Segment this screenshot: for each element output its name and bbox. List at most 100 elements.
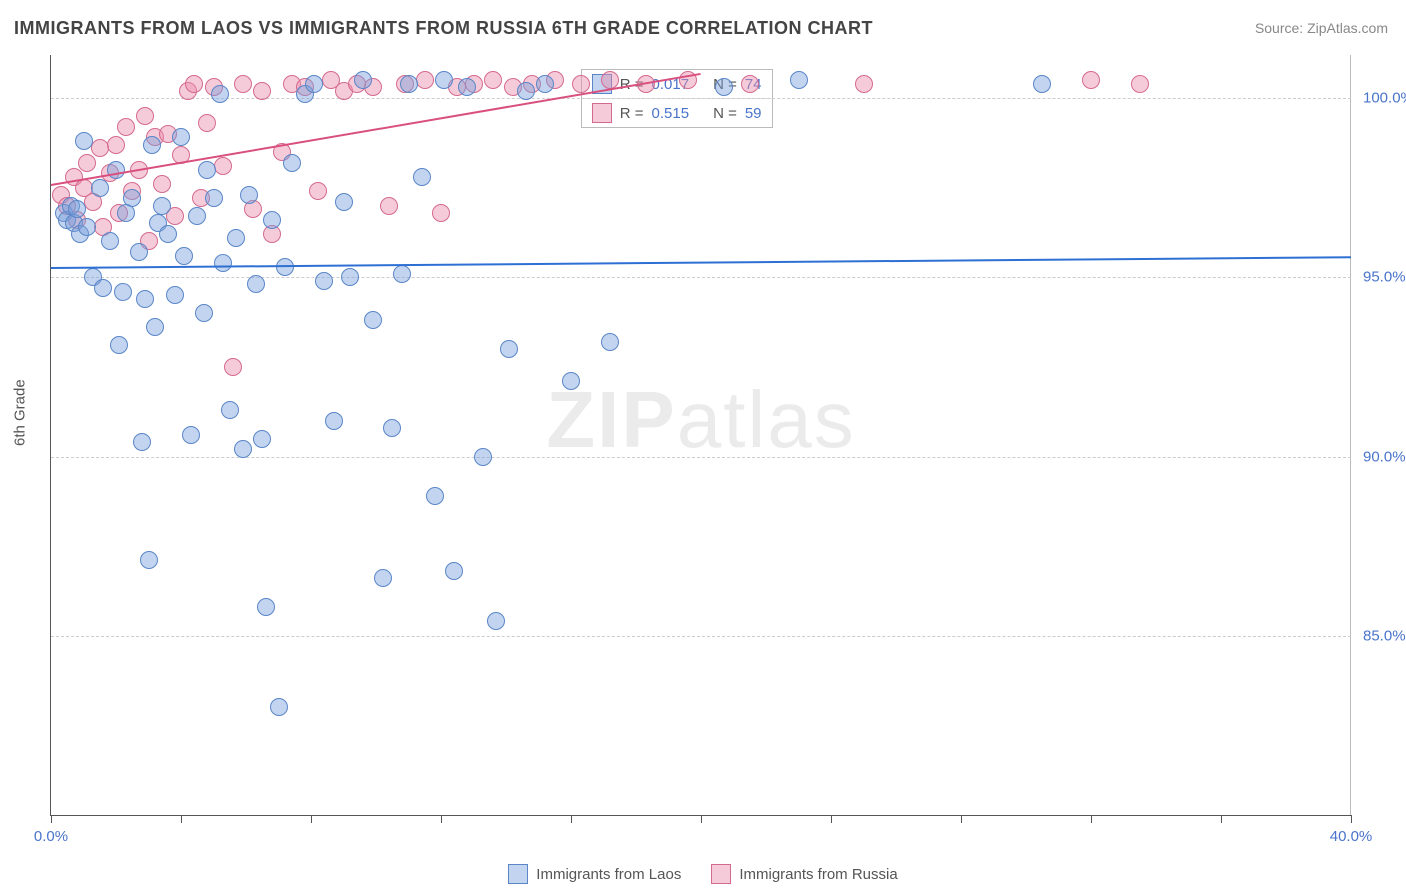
- scatter-point-laos: [500, 340, 518, 358]
- gridline: [51, 277, 1351, 278]
- legend-label-russia: Immigrants from Russia: [739, 866, 897, 883]
- scatter-point-laos: [205, 189, 223, 207]
- y-axis-label: 6th Grade: [12, 379, 29, 446]
- scatter-point-russia: [117, 118, 135, 136]
- scatter-point-laos: [487, 612, 505, 630]
- x-tick: [701, 815, 702, 823]
- scatter-point-laos: [562, 372, 580, 390]
- x-tick: [1351, 815, 1352, 823]
- gridline: [51, 636, 1351, 637]
- scatter-point-laos: [234, 440, 252, 458]
- scatter-point-russia: [91, 139, 109, 157]
- scatter-point-laos: [146, 318, 164, 336]
- stats-r-label: R =: [620, 105, 644, 122]
- chart-title: IMMIGRANTS FROM LAOS VS IMMIGRANTS FROM …: [14, 18, 873, 39]
- legend-swatch-russia: [711, 864, 731, 884]
- scatter-point-laos: [426, 487, 444, 505]
- trend-line-laos: [51, 256, 1351, 269]
- source-label: Source:: [1255, 20, 1303, 36]
- scatter-point-laos: [393, 265, 411, 283]
- scatter-point-laos: [175, 247, 193, 265]
- y-tick-label: 90.0%: [1355, 448, 1406, 465]
- plot-right-border: [1350, 55, 1351, 815]
- scatter-point-russia: [741, 75, 759, 93]
- scatter-point-laos: [374, 569, 392, 587]
- scatter-point-laos: [240, 186, 258, 204]
- scatter-point-laos: [253, 430, 271, 448]
- legend-item-russia: Immigrants from Russia: [711, 864, 897, 884]
- scatter-point-laos: [270, 698, 288, 716]
- source-link[interactable]: ZipAtlas.com: [1307, 20, 1388, 36]
- y-tick-label: 100.0%: [1355, 90, 1406, 107]
- scatter-point-laos: [715, 78, 733, 96]
- scatter-point-laos: [263, 211, 281, 229]
- scatter-point-laos: [91, 179, 109, 197]
- scatter-point-laos: [413, 168, 431, 186]
- x-tick: [571, 815, 572, 823]
- scatter-point-laos: [325, 412, 343, 430]
- scatter-point-russia: [380, 197, 398, 215]
- scatter-point-russia: [484, 71, 502, 89]
- stats-swatch-russia: [592, 103, 612, 123]
- scatter-point-laos: [153, 197, 171, 215]
- scatter-point-russia: [198, 114, 216, 132]
- scatter-point-russia: [309, 182, 327, 200]
- scatter-point-laos: [133, 433, 151, 451]
- scatter-point-laos: [435, 71, 453, 89]
- scatter-point-laos: [130, 243, 148, 261]
- scatter-point-laos: [114, 283, 132, 301]
- scatter-point-laos: [140, 551, 158, 569]
- scatter-point-laos: [341, 268, 359, 286]
- scatter-point-russia: [153, 175, 171, 193]
- x-tick-label: 40.0%: [1330, 828, 1373, 845]
- scatter-point-laos: [75, 132, 93, 150]
- scatter-point-russia: [185, 75, 203, 93]
- y-tick-label: 85.0%: [1355, 627, 1406, 644]
- scatter-point-laos: [445, 562, 463, 580]
- scatter-point-laos: [400, 75, 418, 93]
- stats-n-label: N =: [713, 105, 737, 122]
- scatter-point-laos: [123, 189, 141, 207]
- scatter-point-laos: [305, 75, 323, 93]
- scatter-point-laos: [198, 161, 216, 179]
- scatter-point-laos: [474, 448, 492, 466]
- scatter-point-russia: [432, 204, 450, 222]
- scatter-point-laos: [159, 225, 177, 243]
- scatter-point-laos: [227, 229, 245, 247]
- scatter-point-laos: [107, 161, 125, 179]
- x-tick: [441, 815, 442, 823]
- scatter-point-russia: [224, 358, 242, 376]
- scatter-point-laos: [68, 200, 86, 218]
- scatter-point-laos: [601, 333, 619, 351]
- x-tick: [1091, 815, 1092, 823]
- scatter-point-laos: [211, 85, 229, 103]
- x-tick-label: 0.0%: [34, 828, 68, 845]
- scatter-point-russia: [1131, 75, 1149, 93]
- scatter-point-laos: [110, 336, 128, 354]
- scatter-point-laos: [383, 419, 401, 437]
- scatter-point-laos: [94, 279, 112, 297]
- scatter-point-laos: [78, 218, 96, 236]
- legend-label-laos: Immigrants from Laos: [536, 866, 681, 883]
- x-tick: [961, 815, 962, 823]
- x-tick: [831, 815, 832, 823]
- stats-n-value: 59: [745, 105, 762, 122]
- legend-item-laos: Immigrants from Laos: [508, 864, 681, 884]
- scatter-point-laos: [101, 232, 119, 250]
- scatter-point-russia: [214, 157, 232, 175]
- scatter-point-laos: [247, 275, 265, 293]
- scatter-point-laos: [335, 193, 353, 211]
- scatter-point-russia: [572, 75, 590, 93]
- scatter-point-laos: [182, 426, 200, 444]
- x-tick: [51, 815, 52, 823]
- scatter-point-laos: [283, 154, 301, 172]
- scatter-point-laos: [536, 75, 554, 93]
- scatter-point-laos: [172, 128, 190, 146]
- scatter-point-laos: [458, 78, 476, 96]
- scatter-point-laos: [143, 136, 161, 154]
- scatter-plot-area: ZIPatlas R =0.017N =74R =0.515N =59 85.0…: [50, 55, 1351, 816]
- scatter-point-laos: [790, 71, 808, 89]
- scatter-point-laos: [166, 286, 184, 304]
- stats-row-russia: R =0.515N =59: [582, 99, 772, 127]
- legend-swatch-laos: [508, 864, 528, 884]
